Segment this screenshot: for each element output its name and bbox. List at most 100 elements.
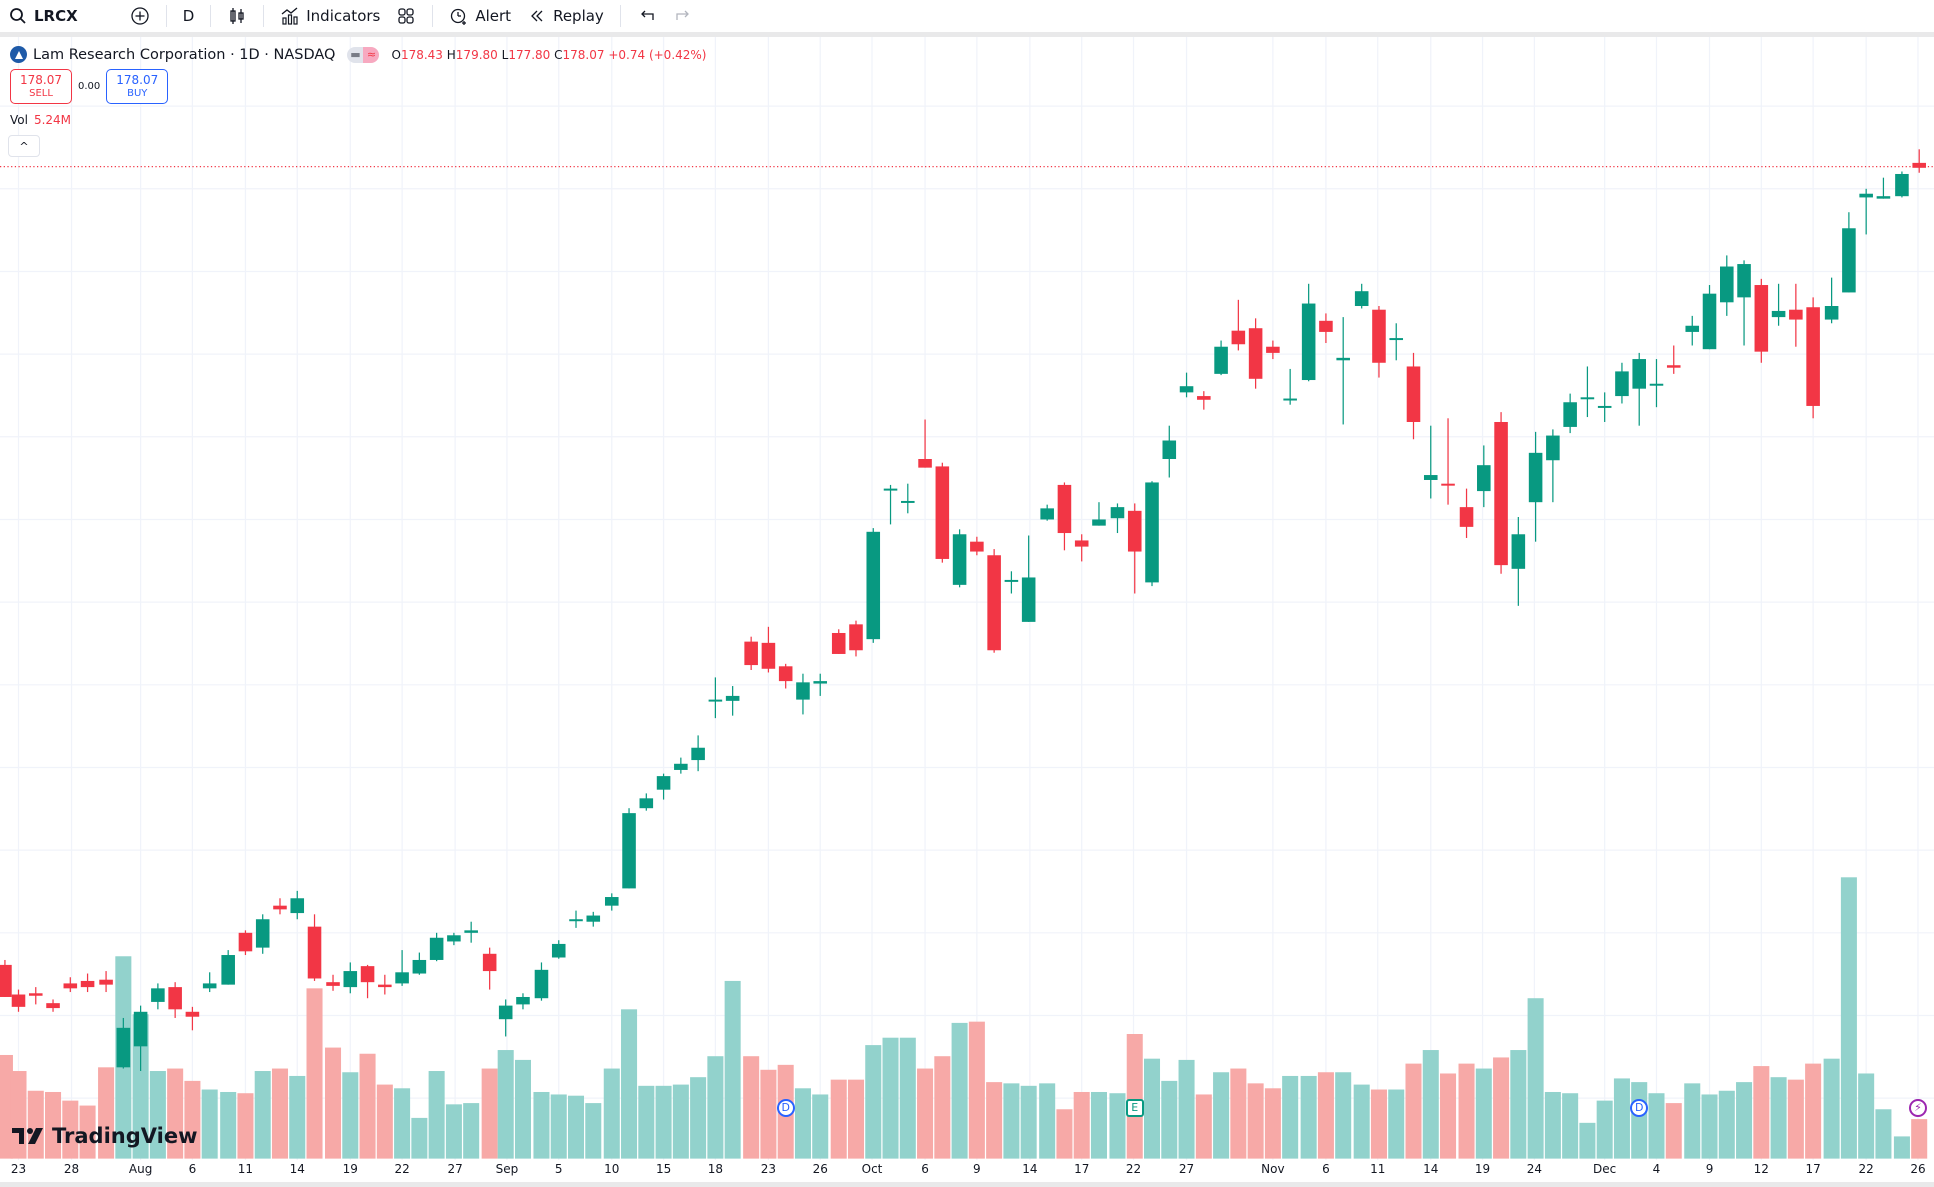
alert-button[interactable]: Alert [441,0,519,32]
replay-button[interactable]: Replay [519,0,612,32]
volume-bar [1405,1063,1422,1159]
candle [1389,323,1404,361]
candle [1092,502,1106,526]
tradingview-logo[interactable]: TradingView [12,1124,197,1148]
candle [1720,255,1734,316]
undo-button[interactable] [629,0,665,32]
volume-bar [1126,1033,1143,1159]
legend-toggle-pill[interactable]: ▬ ≈ [347,46,380,63]
volume-bar [1493,1057,1510,1159]
volume-bar [655,1085,672,1159]
volume-bar [1422,1050,1439,1159]
candle [1179,372,1194,398]
volume-bar [1718,1090,1735,1159]
alert-label: Alert [475,7,512,25]
volume-bar [690,1077,707,1159]
volume-bar [567,1095,585,1159]
volume-legend: Vol 5.24M [10,113,71,127]
candle [168,982,182,1018]
layouts-button[interactable] [388,0,424,32]
volume-bar [1247,1083,1264,1159]
candle [133,1005,148,1072]
price-change: +0.74 (+0.42%) [608,47,707,62]
time-axis-label: 17 [1074,1162,1090,1176]
interval-button[interactable]: D [175,0,203,32]
tradingview-logo-text: TradingView [52,1124,198,1148]
time-axis-label: Aug [128,1162,153,1176]
buy-button[interactable]: 178.07 BUY [106,69,169,104]
candle [1266,340,1280,360]
volume-bar [1300,1075,1317,1159]
volume-bar [1875,1109,1892,1159]
time-axis-label: 11 [1370,1162,1386,1176]
volume-bar [463,1103,480,1159]
time-axis-label: Sep [495,1162,519,1176]
chart-type-button[interactable] [219,0,255,32]
volume-bar [760,1069,777,1159]
collapse-legend-button[interactable]: ^ [8,135,40,157]
candle [1789,283,1803,347]
time-axis-label: 26 [812,1162,828,1176]
volume-bar [45,1091,62,1159]
volume-bar [1003,1083,1020,1159]
volume-bar [865,1045,882,1159]
time-axis-label: 14 [1423,1162,1439,1176]
symbol-title[interactable]: Lam Research Corporation · 1D · NASDAQ [33,46,336,63]
sell-label: SELL [29,87,53,99]
volume-bar [882,1037,899,1159]
earnings-event-icon[interactable]: E [1125,1098,1144,1117]
dividend-event-icon[interactable]: D [776,1098,795,1117]
redo-button[interactable] [665,0,701,32]
candle [1074,534,1089,562]
volume-bar [899,1037,916,1159]
volume-bar [342,1072,359,1159]
candle [1771,283,1786,326]
candle [1354,283,1369,309]
candle [1021,535,1036,622]
symbol-label: LRCX [34,7,78,25]
volume-bar [0,1054,13,1159]
candle [1685,315,1700,346]
symbol-search-button[interactable]: LRCX [0,0,86,32]
candle [674,757,688,774]
split-event-icon[interactable]: ⚡ [1908,1098,1927,1117]
candle [63,977,78,993]
candle [639,793,654,811]
candle [883,484,898,525]
dividend-event-icon[interactable]: D [1630,1098,1649,1117]
chart-pane[interactable] [0,37,1934,1187]
candle [656,773,671,800]
time-axis-label: 17 [1805,1162,1821,1176]
compare-symbol-button[interactable] [122,0,158,32]
time-axis-label: 22 [1125,1162,1142,1176]
candle [447,932,461,946]
volume-bar [220,1091,237,1159]
volume-bar [98,1067,115,1159]
candle [151,983,165,1010]
candle [849,620,863,657]
volume-bar [585,1103,602,1159]
sell-button[interactable]: 178.07 SELL [10,69,72,104]
approx-icon: ≈ [363,46,380,63]
time-axis-label: 23 [760,1162,777,1176]
volume-bar [79,1105,96,1159]
candle [185,1006,200,1031]
candle [935,462,950,563]
time-axis-label: 6 [1322,1162,1330,1176]
volume-bar [132,1014,149,1159]
time-axis-label: 14 [289,1162,305,1176]
time-axis[interactable]: 23 28 Aug 6 11 14 19 22 27 Sep 5 10 15 18 23 26 Oct 6 9 14 1… [0,1158,1934,1180]
candle [1406,352,1421,440]
time-axis-label: 12 [1753,1162,1769,1176]
company-logo-icon [10,46,27,63]
candle [116,1017,131,1069]
candle [1372,306,1386,378]
candle [255,914,270,954]
candle [1632,352,1646,426]
time-axis-label: 26 [1910,1162,1926,1176]
volume-bar [1264,1088,1281,1159]
candle [395,950,409,986]
indicators-button[interactable]: Indicators [272,0,388,32]
volume-bar [917,1068,934,1159]
